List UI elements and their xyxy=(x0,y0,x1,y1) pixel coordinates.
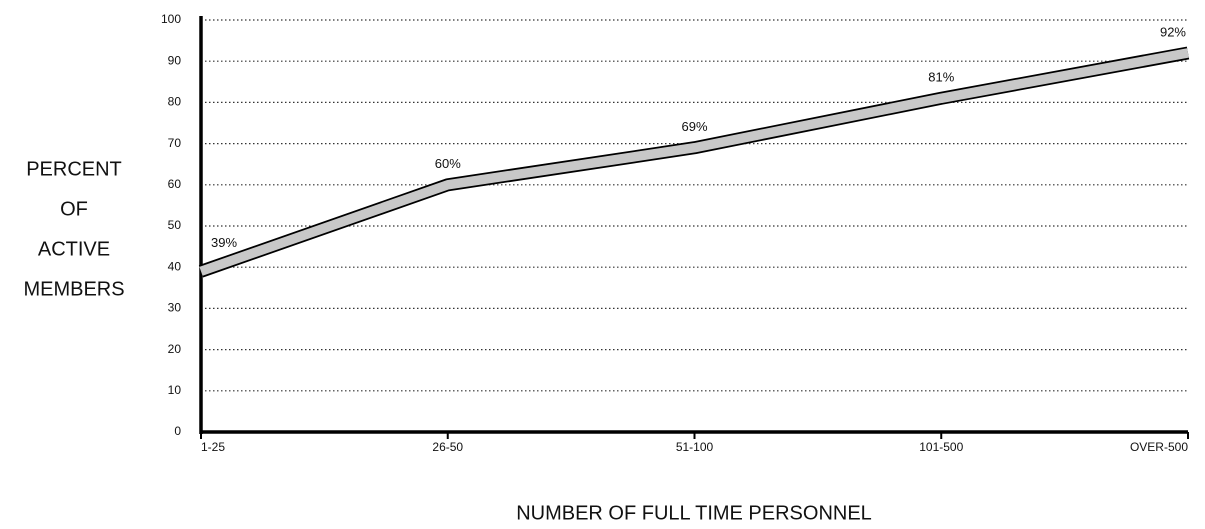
y-tick-label: 10 xyxy=(168,383,182,397)
x-axis-label: NUMBER OF FULL TIME PERSONNEL xyxy=(516,502,872,524)
x-tick-label: 51-100 xyxy=(676,440,714,454)
data-label: 81% xyxy=(928,70,954,85)
y-tick-label: 100 xyxy=(161,12,181,26)
y-tick-label: 40 xyxy=(168,259,182,273)
y-tick-label: 90 xyxy=(168,53,182,67)
line-outline xyxy=(198,46,1190,278)
y-tick-label: 50 xyxy=(168,218,182,232)
y-tick-label: 60 xyxy=(168,177,182,191)
y-axis-label: PERCENT xyxy=(26,158,122,180)
x-tick-label: OVER-500 xyxy=(1130,440,1188,454)
y-axis-label: ACTIVE xyxy=(38,238,110,260)
y-axis-label: MEMBERS xyxy=(23,278,124,300)
y-tick-label: 0 xyxy=(174,424,181,438)
y-axis-label: OF xyxy=(60,198,88,220)
y-tick-label: 80 xyxy=(168,95,182,109)
y-tick-label: 70 xyxy=(168,136,182,150)
data-label: 39% xyxy=(211,235,237,250)
line xyxy=(199,48,1189,276)
data-label: 69% xyxy=(681,119,707,134)
y-tick-label: 30 xyxy=(168,301,182,315)
x-tick-label: 1-25 xyxy=(201,440,225,454)
y-tick-label: 20 xyxy=(168,342,182,356)
x-tick-label: 26-50 xyxy=(432,440,463,454)
data-label: 60% xyxy=(435,156,461,171)
x-tick-label: 101-500 xyxy=(919,440,963,454)
data-label: 92% xyxy=(1160,24,1186,39)
